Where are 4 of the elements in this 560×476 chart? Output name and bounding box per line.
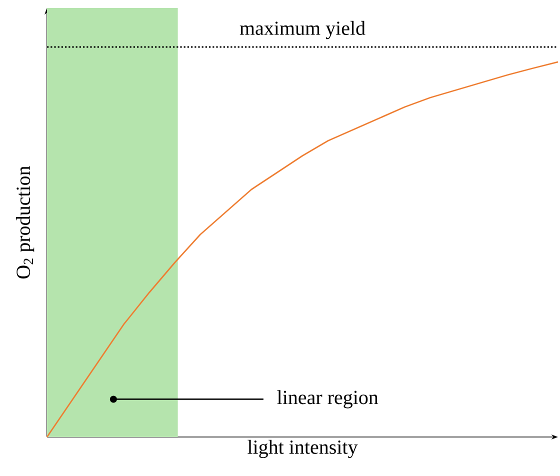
annotation: linear region xyxy=(277,390,378,408)
ref-line-label: maximum yield xyxy=(240,20,366,40)
y-axis-title: O$_{2}$ production xyxy=(16,166,34,278)
x-axis-title: light intensity xyxy=(248,440,358,458)
